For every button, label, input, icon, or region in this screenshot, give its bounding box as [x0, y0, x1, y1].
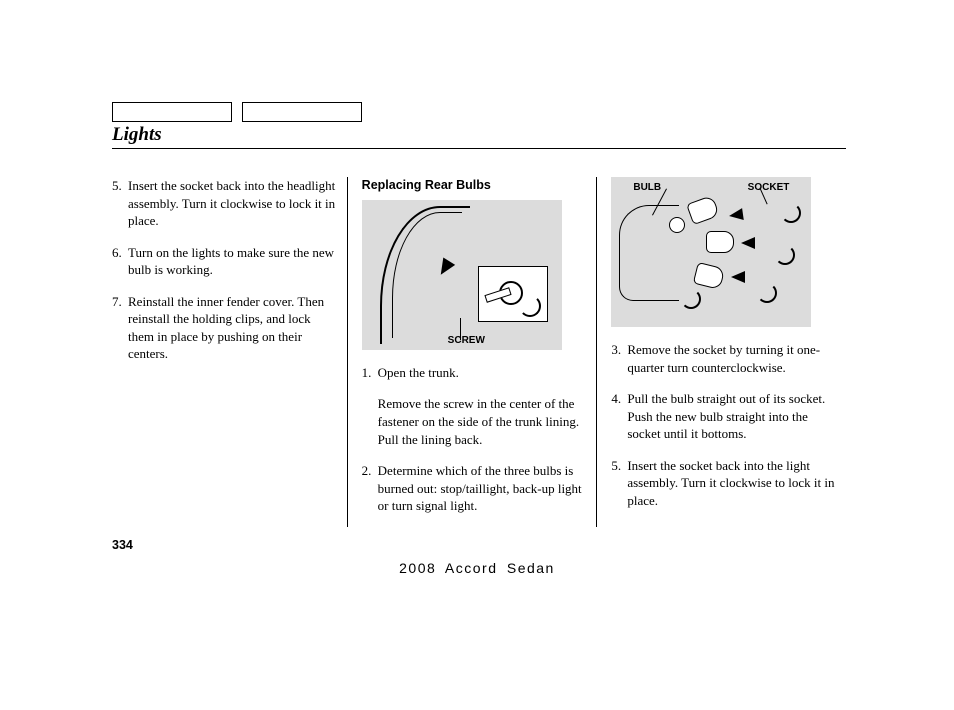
- step-text: Insert the socket back into the headligh…: [128, 177, 337, 230]
- instruction-step: 7. Reinstall the inner fender cover. The…: [112, 293, 337, 363]
- step-text: Reinstall the inner fender cover. Then r…: [128, 293, 337, 363]
- step-number: 6.: [112, 244, 128, 279]
- arrow-icon: [729, 208, 745, 222]
- instruction-step: 3. Remove the socket by turning it one-q…: [611, 341, 836, 376]
- figure-label-bulb: BULB: [633, 181, 661, 195]
- column-3: BULB SOCKET 3. Remove the socket by: [596, 177, 846, 527]
- instruction-step: 5. Insert the socket back into the headl…: [112, 177, 337, 230]
- socket-icon: [686, 195, 720, 225]
- column-2: Replacing Rear Bulbs SCREW 1. Open the t…: [347, 177, 597, 527]
- decor-box: [242, 102, 362, 122]
- socket-icon: [706, 231, 734, 253]
- columns: 5. Insert the socket back into the headl…: [112, 177, 846, 527]
- step-number: 5.: [611, 457, 627, 510]
- step-number: 3.: [611, 341, 627, 376]
- socket-icon: [693, 262, 725, 290]
- instruction-step: 5. Insert the socket back into the light…: [611, 457, 836, 510]
- arrow-icon: [741, 237, 755, 249]
- step-number: 7.: [112, 293, 128, 363]
- rotate-arrow-icon: [681, 289, 701, 309]
- rotate-arrow-icon: [775, 245, 795, 265]
- instruction-step: 4. Pull the bulb straight out of its soc…: [611, 390, 836, 443]
- step-text: Remove the socket by turning it one-quar…: [627, 341, 836, 376]
- figure-inset: [478, 266, 548, 322]
- decor-box: [112, 102, 232, 122]
- figure-bulb-socket: BULB SOCKET: [611, 177, 811, 327]
- page-number: 334: [112, 538, 133, 552]
- page-content: Lights 5. Insert the socket back into th…: [112, 102, 846, 527]
- rotate-arrow-icon: [757, 283, 777, 303]
- header-decor-boxes: [112, 102, 846, 122]
- subsection-heading: Replacing Rear Bulbs: [362, 177, 587, 194]
- step-text: Insert the socket back into the light as…: [627, 457, 836, 510]
- step-text: Open the trunk.: [378, 364, 587, 382]
- instruction-substep: Remove the screw in the center of the fa…: [378, 395, 587, 448]
- instruction-step: 6. Turn on the lights to make sure the n…: [112, 244, 337, 279]
- instruction-step: 2. Determine which of the three bulbs is…: [362, 462, 587, 515]
- instruction-step: 1. Open the trunk.: [362, 364, 587, 382]
- rotate-arrow-icon: [781, 203, 801, 223]
- bulb-icon: [669, 217, 685, 233]
- column-1: 5. Insert the socket back into the headl…: [112, 177, 347, 527]
- step-text: Pull the bulb straight out of its socket…: [627, 390, 836, 443]
- step-number: 4.: [611, 390, 627, 443]
- step-number: 5.: [112, 177, 128, 230]
- step-text: Turn on the lights to make sure the new …: [128, 244, 337, 279]
- footer-model-name: 2008 Accord Sedan: [0, 560, 954, 576]
- step-number: 2.: [362, 462, 378, 515]
- step-text: Determine which of the three bulbs is bu…: [378, 462, 587, 515]
- arrow-icon: [731, 271, 745, 283]
- figure-trunk-screw: SCREW: [362, 200, 562, 350]
- section-title: Lights: [112, 124, 846, 149]
- step-number: 1.: [362, 364, 378, 382]
- figure-label-screw: SCREW: [448, 334, 485, 348]
- rotate-arrow-icon: [519, 295, 541, 317]
- figure-label-socket: SOCKET: [748, 181, 790, 195]
